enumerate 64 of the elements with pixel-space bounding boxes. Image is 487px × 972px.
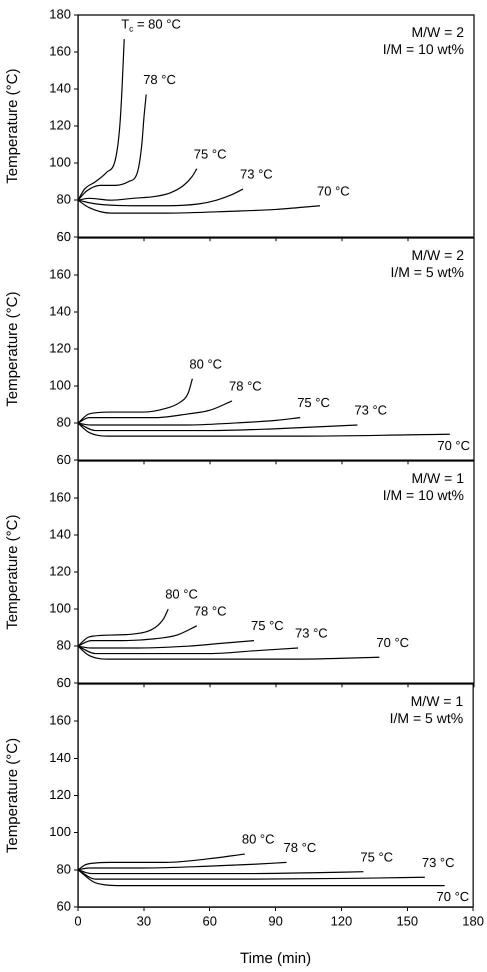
x-tick-label: 90 — [268, 913, 283, 928]
series-label: 70 °C — [437, 438, 470, 453]
series-label: 78 °C — [143, 72, 176, 88]
x-tick-label: 0 — [74, 913, 82, 928]
y-tick-label: 180 — [49, 6, 71, 22]
y-axis-title: Temperature (°C) — [4, 514, 22, 630]
x-tick-label: 150 — [396, 913, 418, 928]
y-tick-label: 60 — [56, 898, 71, 914]
y-tick-label: 100 — [49, 154, 71, 170]
x-tick-label: 180 — [462, 913, 484, 928]
series-label: 78 °C — [229, 378, 262, 394]
y-tick-label: 140 — [49, 750, 71, 765]
x-axis-title: Time (min) — [240, 950, 312, 968]
y-tick-label: 80 — [56, 192, 71, 207]
series-label: 70 °C — [317, 183, 350, 198]
y-tick-label: 140 — [49, 526, 71, 542]
y-axis-title: Temperature (°C) — [4, 68, 22, 184]
annotation: I/M = 10 wt% — [382, 486, 464, 503]
y-tick-label: 100 — [49, 378, 71, 393]
y-tick-label: 60 — [56, 674, 71, 690]
y-axis-title: Temperature (°C) — [4, 292, 22, 407]
annotation: I/M = 5 wt% — [390, 710, 464, 726]
y-tick-label: 160 — [49, 44, 71, 59]
y-tick-label: 120 — [49, 118, 71, 133]
y-tick-label: 60 — [56, 228, 71, 244]
y-axis-title: Temperature (°C) — [4, 738, 22, 854]
annotation: M/W = 2 — [411, 246, 464, 263]
series-label: 70 °C — [436, 889, 470, 904]
series-label: 73 °C — [422, 854, 455, 870]
series-label: 80 °C — [189, 356, 222, 372]
y-tick-label: 160 — [49, 266, 71, 282]
series-label: 75 °C — [194, 146, 226, 162]
series-label: 78 °C — [194, 603, 226, 618]
annotation: M/W = 1 — [410, 692, 464, 709]
series-label: 75 °C — [297, 395, 330, 410]
series-label: 75 °C — [251, 618, 284, 634]
series-label: 78 °C — [284, 840, 316, 855]
y-tick-label: 100 — [49, 824, 71, 840]
y-tick-label: 140 — [49, 80, 71, 96]
annotation: I/M = 10 wt% — [382, 40, 464, 57]
series-label: 75 °C — [360, 849, 394, 864]
series-label: 70 °C — [376, 634, 410, 650]
series-label: 73 °C — [240, 166, 273, 182]
annotation: M/W = 2 — [411, 24, 464, 40]
series-label: 80 °C — [165, 586, 198, 602]
annotation: I/M = 5 wt% — [390, 264, 464, 280]
x-tick-label: 60 — [202, 913, 217, 928]
x-tick-label: 120 — [330, 913, 352, 928]
y-tick-label: 140 — [49, 304, 71, 319]
y-tick-label: 80 — [56, 414, 71, 430]
y-tick-label: 120 — [49, 564, 71, 579]
y-tick-label: 80 — [56, 861, 71, 876]
y-tick-label: 120 — [49, 340, 71, 356]
x-tick-label: 30 — [136, 913, 152, 928]
y-tick-label: 100 — [49, 600, 71, 616]
series-label: 80 °C — [242, 832, 275, 847]
y-tick-label: 120 — [49, 787, 71, 802]
y-tick-label: 160 — [49, 712, 71, 728]
annotation: M/W = 1 — [411, 470, 464, 486]
y-tick-label: 80 — [56, 638, 71, 653]
y-tick-label: 60 — [56, 452, 71, 467]
series-label: 73 °C — [354, 402, 388, 418]
y-tick-label: 160 — [49, 490, 71, 505]
series-label: 73 °C — [295, 626, 328, 641]
